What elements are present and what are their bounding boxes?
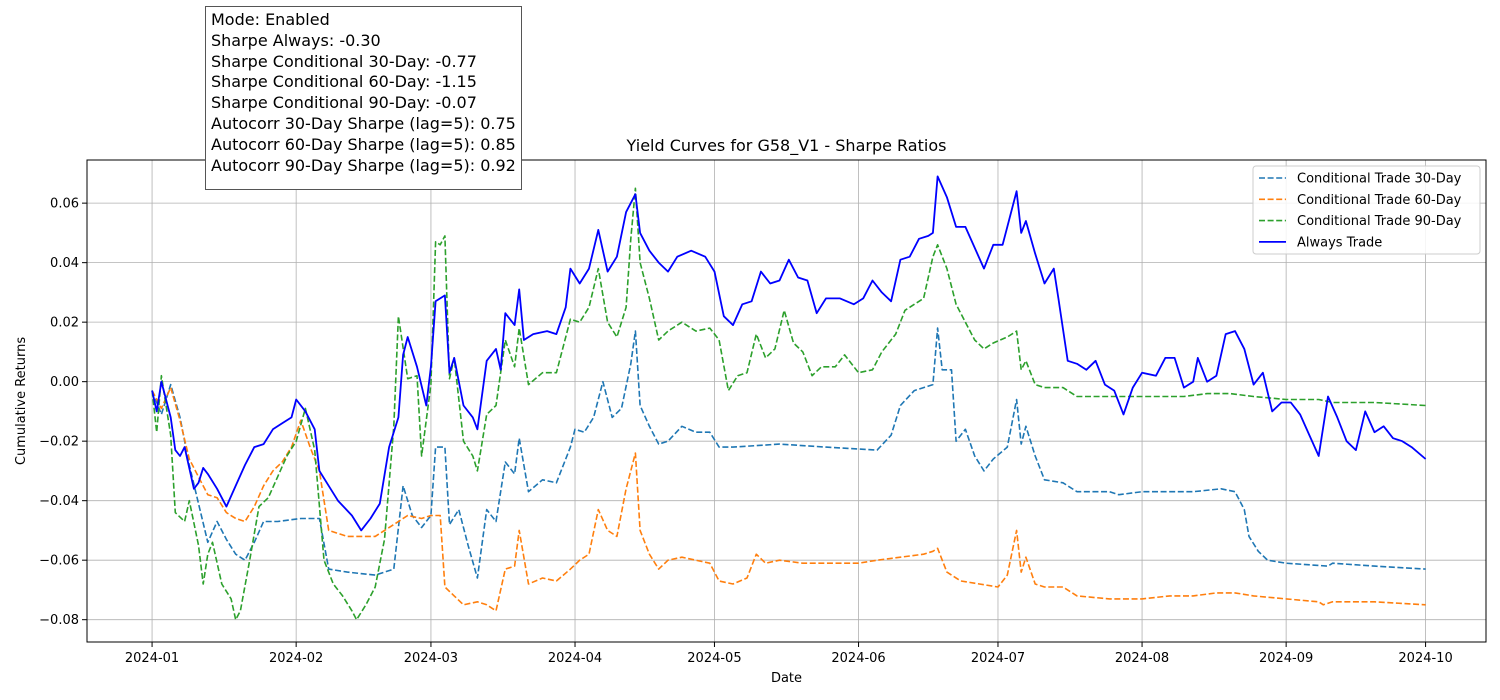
legend: Conditional Trade 30-Day Conditional Trad… xyxy=(1252,165,1481,255)
legend-label: Conditional Trade 60-Day xyxy=(1297,193,1462,208)
stats-sharpe-conditional-60: Sharpe Conditional 60-Day: -1.15 xyxy=(211,72,477,92)
stats-autocorr-60: Autocorr 60-Day Sharpe (lag=5): 0.85 xyxy=(211,134,516,154)
series-line-conditional-trade-30-day xyxy=(151,327,1426,579)
x-tick-label: 2024-08 xyxy=(1115,651,1169,666)
y-axis-title: Cumulative Returns xyxy=(14,337,29,465)
stats-sharpe-conditional-90: Sharpe Conditional 90-Day: -0.07 xyxy=(211,93,477,113)
stats-mode: Mode: Enabled xyxy=(211,10,330,29)
x-tick-label: 2024-07 xyxy=(971,651,1025,666)
x-axis-title: Date xyxy=(771,671,802,686)
x-tick-label: 2024-06 xyxy=(831,651,885,666)
y-tick-label: 0.04 xyxy=(50,256,79,271)
y-axis: −0.08 −0.06 −0.04 −0.02 0.00 0.02 0.04 0.06 xyxy=(39,197,87,628)
y-tick-label: −0.02 xyxy=(39,435,79,450)
x-axis: 2024-01 2024-02 2024-03 2024-04 2024-05 2024-… xyxy=(125,642,1453,666)
x-tick-label: 2024-04 xyxy=(548,651,602,666)
x-tick-label: 2024-10 xyxy=(1398,651,1452,666)
chart-title: Yield Curves for G58_V1 - Sharpe Ratios xyxy=(626,136,947,156)
legend-label: Conditional Trade 30-Day xyxy=(1297,172,1462,187)
legend-label: Always Trade xyxy=(1297,235,1382,250)
x-tick-label: 2024-01 xyxy=(125,651,179,666)
legend-frame xyxy=(1252,165,1481,255)
x-tick-label: 2024-05 xyxy=(687,651,741,666)
x-tick-label: 2024-09 xyxy=(1259,651,1313,666)
series-layer xyxy=(151,175,1427,621)
series-line-conditional-trade-60-day xyxy=(151,386,1426,612)
stats-box: Mode: Enabled Sharpe Always: -0.30 Sharp… xyxy=(205,6,522,190)
stats-sharpe-always: Sharpe Always: -0.30 xyxy=(211,30,381,50)
y-tick-label: 0.00 xyxy=(50,375,79,390)
series-line-conditional-trade-90-day xyxy=(151,187,1426,621)
y-tick-label: −0.08 xyxy=(39,613,79,628)
plot-frame xyxy=(86,159,1487,643)
stats-autocorr-30: Autocorr 30-Day Sharpe (lag=5): 0.75 xyxy=(211,113,516,133)
x-tick-label: 2024-03 xyxy=(404,651,458,666)
y-tick-label: 0.06 xyxy=(50,197,79,212)
legend-label: Conditional Trade 90-Day xyxy=(1297,214,1462,229)
x-tick-label: 2024-02 xyxy=(269,651,323,666)
y-tick-label: −0.06 xyxy=(39,554,79,569)
stats-sharpe-conditional-30: Sharpe Conditional 30-Day: -0.77 xyxy=(211,51,477,71)
series-line-always-trade xyxy=(151,175,1427,532)
y-tick-label: −0.04 xyxy=(39,494,79,509)
stats-autocorr-90: Autocorr 90-Day Sharpe (lag=5): 0.92 xyxy=(211,155,516,175)
y-tick-label: 0.02 xyxy=(50,316,79,331)
